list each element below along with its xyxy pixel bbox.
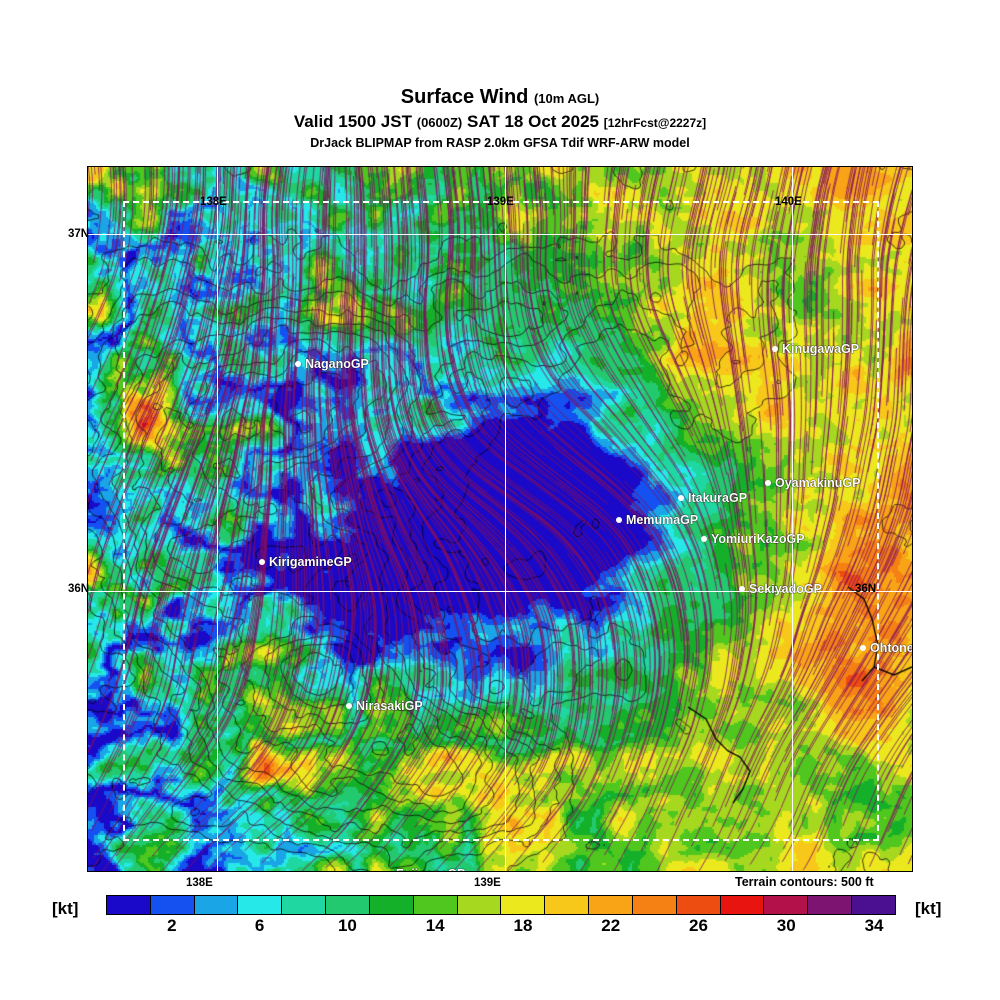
station-dot-icon — [386, 871, 392, 872]
forecast-hour: [12hrFcst@2227z] — [603, 116, 707, 130]
colorbar-segment-11 — [589, 896, 633, 914]
colorbar-tick-18: 18 — [513, 916, 533, 935]
colorbar-segment-6 — [369, 896, 414, 914]
colorbar-segment-5 — [326, 896, 370, 914]
valid-local: Valid 1500 JST — [293, 112, 412, 131]
colorbar-segment-3 — [238, 896, 283, 914]
weather-map[interactable]: NaganoGP KinugawaGP OyamakinuGP ItakuraGP Me… — [87, 166, 913, 872]
colorbar-segment-4 — [282, 896, 327, 914]
grid-label-36n-4: 36N — [68, 583, 90, 595]
bottom-lon-label-139e: 139E — [474, 877, 501, 889]
valid-time-line: Valid 1500 JST (0600Z) SAT 18 Oct 2025 [… — [0, 111, 1000, 134]
colorbar-tick-34: 34 — [864, 916, 884, 935]
title-block: Surface Wind (10m AGL) Valid 1500 JST (0… — [0, 86, 1000, 151]
colorbar-tick-6: 6 — [254, 916, 265, 935]
colorbar-unit-right: [kt] — [915, 899, 942, 918]
model-source-line: DrJack BLIPMAP from RASP 2.0km GFSA Tdif… — [310, 136, 690, 150]
terrain-contour-note: Terrain contours: 500 ft — [735, 875, 874, 889]
colorbar-tick-14: 14 — [425, 916, 445, 935]
page-title: Surface Wind (10m AGL) — [0, 86, 1000, 110]
colorbar-tick-10: 10 — [337, 916, 357, 935]
colorbar-segment-15 — [764, 896, 809, 914]
title-level: (10m AGL) — [533, 91, 600, 106]
colorbar-segment-13 — [676, 896, 721, 914]
grid-label-37n-3: 37N — [68, 228, 90, 240]
colorbar-tick-26: 26 — [689, 916, 708, 935]
colorbar-tick-2: 2 — [167, 916, 177, 935]
colorbar-tick-22: 22 — [601, 916, 621, 935]
grid-label-140e-2: 140E — [775, 196, 802, 208]
colorbar-segment-17 — [852, 896, 895, 914]
colorbar-segment-14 — [720, 896, 765, 914]
wind-speed-colorbar[interactable] — [106, 895, 896, 915]
valid-date: SAT 18 Oct 2025 — [467, 112, 599, 131]
colorbar-segment-12 — [632, 896, 677, 914]
colorbar-segment-9 — [501, 896, 546, 914]
colorbar-segment-1 — [150, 896, 195, 914]
grid-label-36n-5: 36N — [855, 583, 877, 595]
colorbar-segment-10 — [545, 896, 590, 914]
colorbar-segment-2 — [194, 896, 239, 914]
colorbar-tick-30: 30 — [776, 916, 796, 935]
colorbar-segment-8 — [457, 896, 502, 914]
colorbar-tick-labels: 2 6 10 14 18 22 26 30 34 — [106, 916, 896, 940]
colorbar-segment-16 — [808, 896, 853, 914]
grid-label-139e-1: 139E — [487, 196, 514, 208]
colorbar-segment-7 — [413, 896, 458, 914]
bottom-lon-label-138e: 138E — [186, 877, 213, 889]
title-main: Surface Wind — [400, 86, 529, 108]
colorbar-unit-left: [kt] — [52, 899, 79, 918]
colorbar-segment-0 — [107, 896, 151, 914]
grid-label-138e-0: 138E — [200, 196, 227, 208]
valid-utc: (0600Z) — [416, 115, 463, 130]
wind-speed-field — [88, 167, 912, 871]
